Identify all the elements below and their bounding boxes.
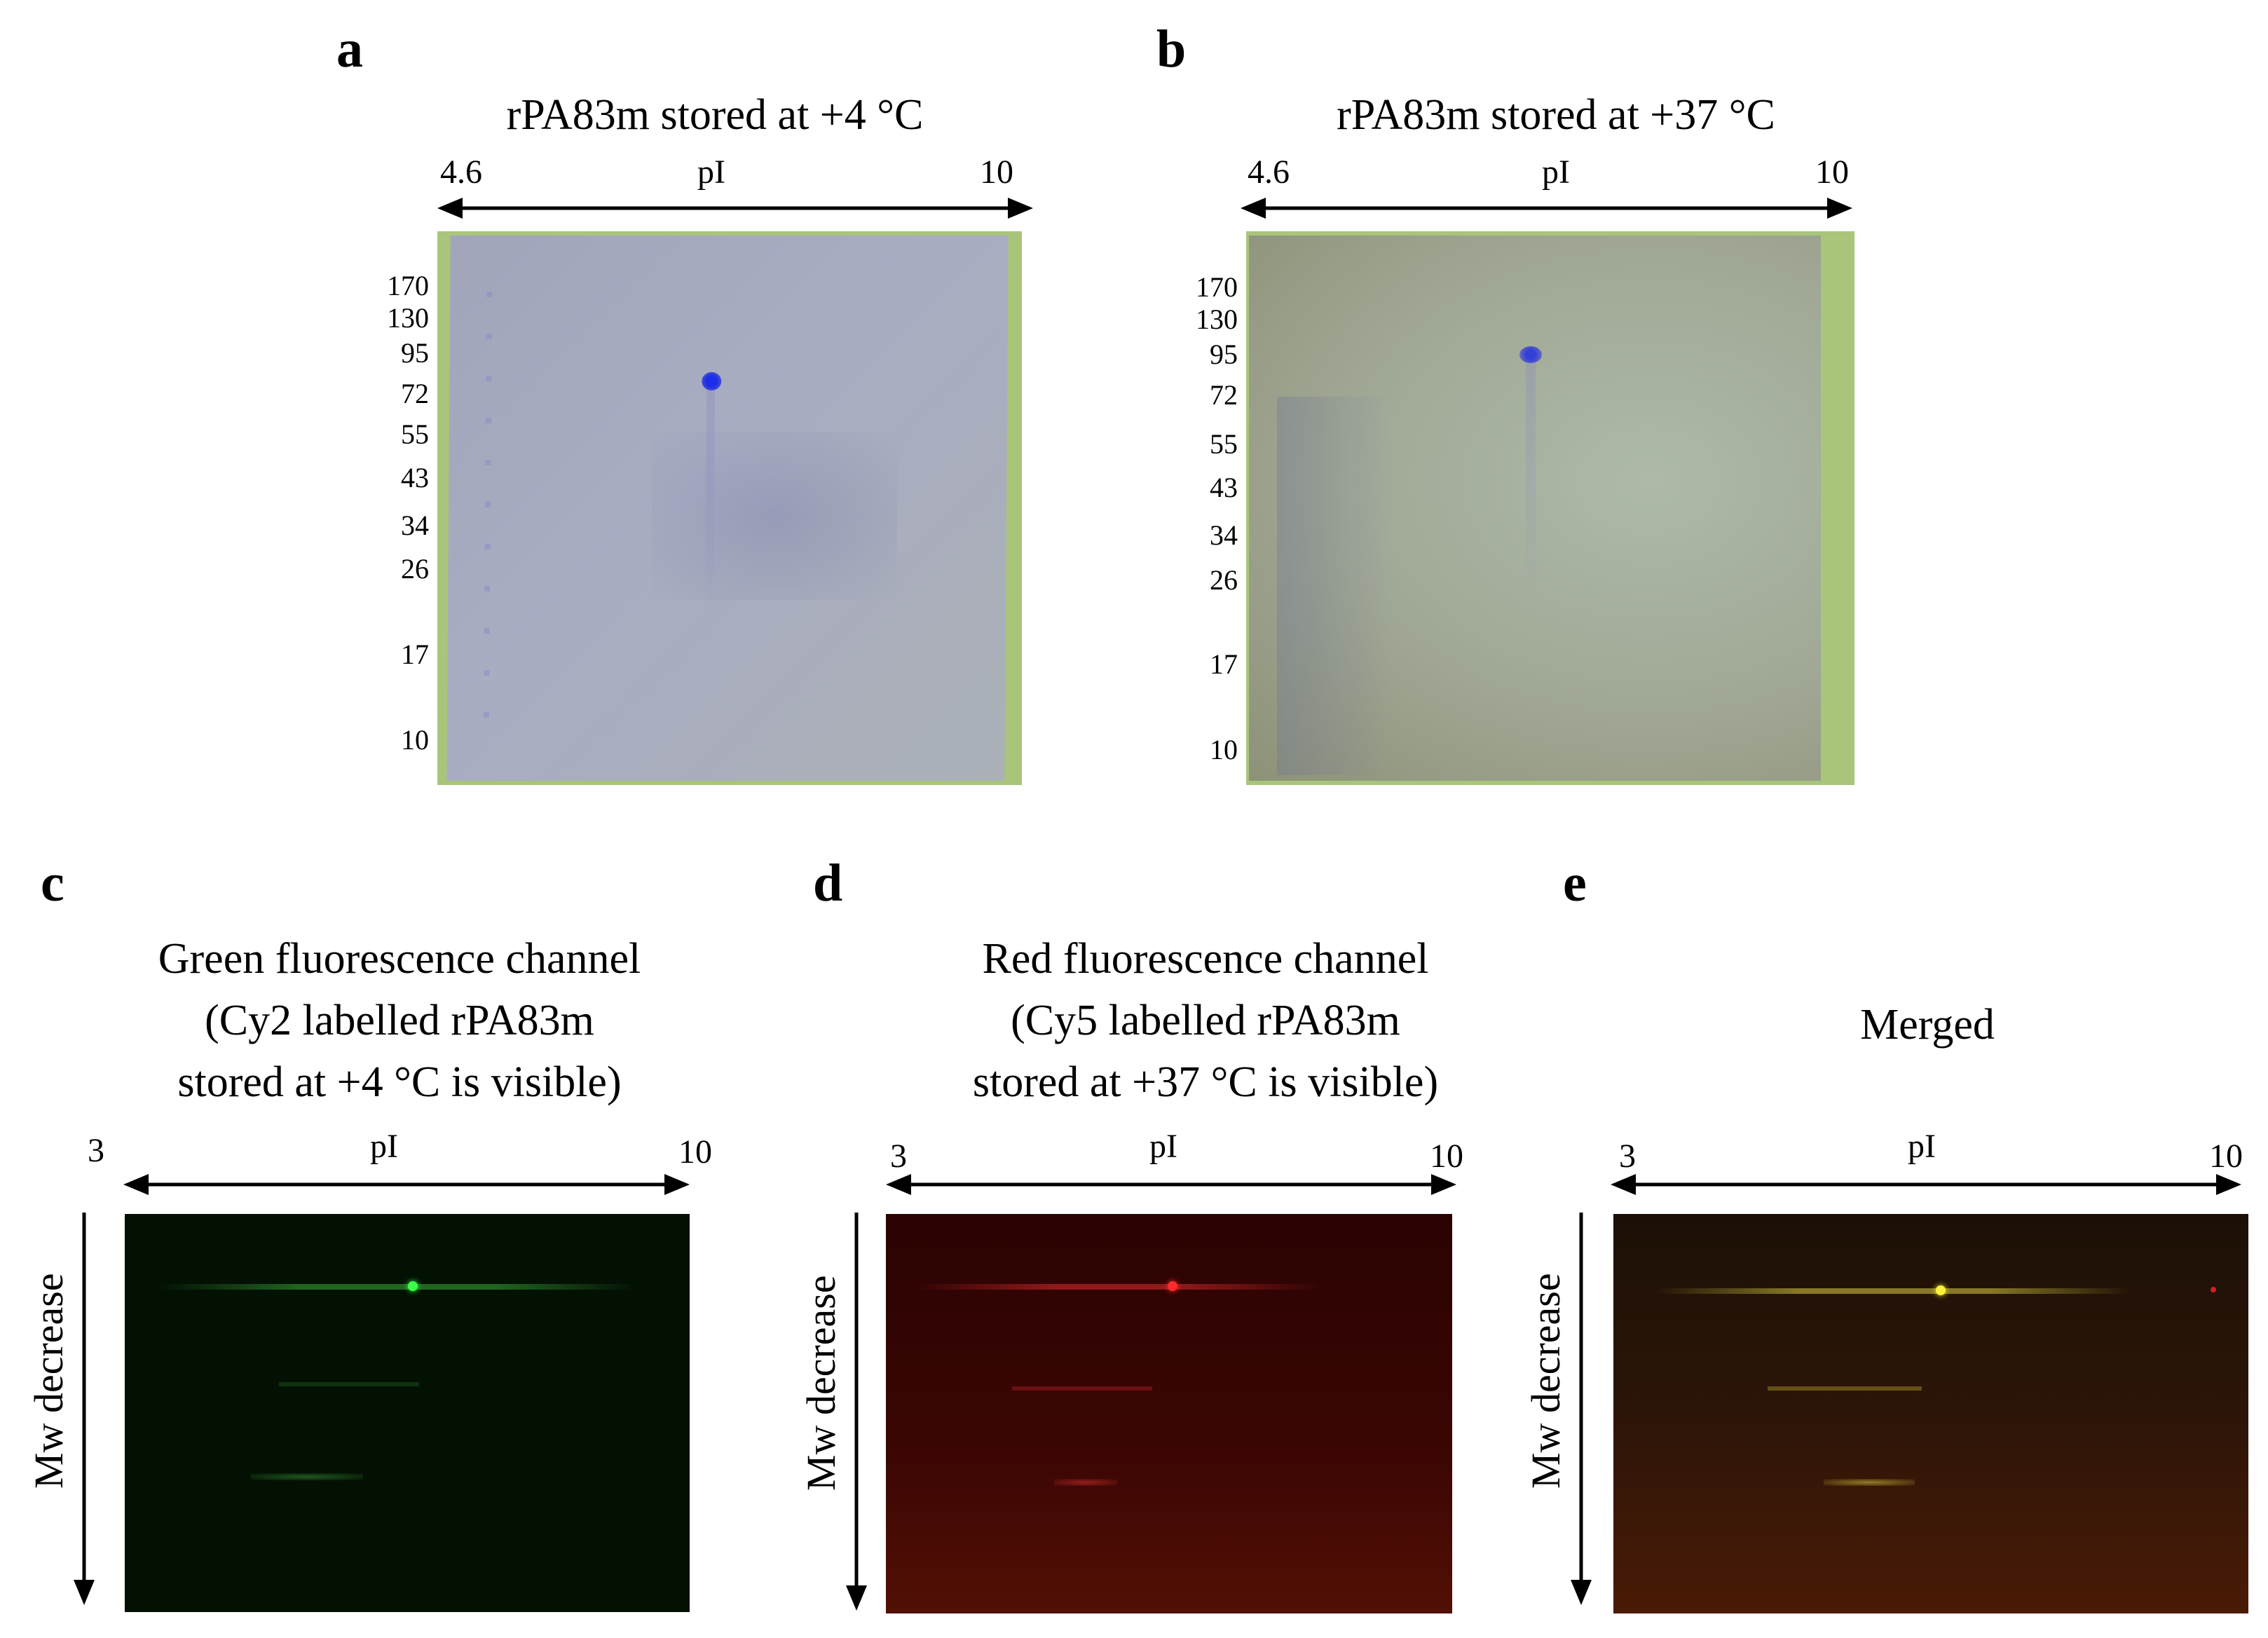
panel-b-title: rPA83m stored at +37 °C <box>1337 91 1775 139</box>
panel-e-pi-min: 3 <box>1619 1138 1636 1175</box>
panel-e-fluorescence-image <box>1613 1214 2248 1613</box>
panel-b-mw-43: 43 <box>1210 472 1238 503</box>
panel-c-title-line-1: Green fluorescence channel <box>158 935 641 983</box>
panel-b-mw-26: 26 <box>1210 564 1238 596</box>
panel-a-letter: a <box>336 20 363 79</box>
panel-c-pi-min: 3 <box>88 1132 104 1169</box>
panel-a-pi-label: pI <box>697 153 725 191</box>
panel-d-pi-label: pI <box>1149 1128 1177 1165</box>
panel-e-letter: e <box>1563 854 1587 913</box>
panel-c-title-line-2: (Cy2 labelled rPA83m <box>205 997 594 1045</box>
panel-c-letter: c <box>41 854 64 913</box>
panel-b-mw-55: 55 <box>1210 428 1238 460</box>
panel-a-mw-170: 170 <box>387 270 429 301</box>
panel-a-mw-43: 43 <box>401 462 429 493</box>
panel-e-mw-label: Mw decrease <box>1523 1273 1569 1489</box>
panel-b-mw-95: 95 <box>1210 339 1238 370</box>
panel-a-mw-17: 17 <box>401 639 429 670</box>
panel-d-fluorescence-image <box>886 1214 1452 1613</box>
panel-a-mw-55: 55 <box>401 418 429 450</box>
panel-b-mw-17: 17 <box>1210 648 1238 680</box>
panel-c-title-line-3: stored at +4 °C is visible) <box>177 1058 622 1107</box>
panel-b-pi-max: 10 <box>1815 153 1849 191</box>
panel-b-mw-34: 34 <box>1210 519 1238 551</box>
panel-a-protein-spot <box>702 372 722 390</box>
panel-e-pi-label: pI <box>1908 1128 1936 1165</box>
panel-c-pi-label: pI <box>370 1128 398 1165</box>
panel-b-mw-10: 10 <box>1210 734 1238 765</box>
panel-a-mw-34: 34 <box>401 510 429 541</box>
panel-b-letter: b <box>1156 20 1187 79</box>
panel-e-title: Merged <box>1860 1001 1995 1049</box>
panel-d-title: Red fluorescence channel (Cy5 labelled r… <box>904 928 1507 1113</box>
panel-a-mw-72: 72 <box>401 378 429 409</box>
panel-c-pi-max: 10 <box>678 1133 712 1171</box>
panel-b-pi-label: pI <box>1542 153 1570 191</box>
panel-d-title-line-3: stored at +37 °C is visible) <box>972 1058 1439 1107</box>
panel-a-mw-10: 10 <box>401 724 429 756</box>
panel-d-title-line-2: (Cy5 labelled rPA83m <box>1011 997 1400 1045</box>
panel-b-mw-72: 72 <box>1210 379 1238 411</box>
panel-a-pi-min: 4.6 <box>440 153 482 191</box>
panel-a-mw-26: 26 <box>401 553 429 585</box>
panel-b-mw-130: 130 <box>1196 303 1238 335</box>
panel-d-pi-min: 3 <box>890 1138 907 1175</box>
panel-c-title: Green fluorescence channel (Cy2 labelled… <box>98 928 701 1113</box>
panel-e-yellow-spot <box>1936 1285 1946 1295</box>
panel-a-title: rPA83m stored at +4 °C <box>506 91 924 139</box>
panel-a-mw-95: 95 <box>401 337 429 369</box>
panel-d-title-line-1: Red fluorescence channel <box>982 935 1429 983</box>
panel-b-mw-170: 170 <box>1196 271 1238 303</box>
panel-d-pi-max: 10 <box>1430 1138 1463 1175</box>
panel-e-pi-max: 10 <box>2209 1138 2243 1175</box>
panel-b-gel-image <box>1246 231 1854 785</box>
panel-b-protein-spot <box>1519 346 1542 363</box>
panel-c-green-spot <box>408 1281 418 1291</box>
panel-a-gel-image <box>437 231 1022 785</box>
panel-d-red-spot <box>1168 1281 1177 1291</box>
panel-b-pi-min: 4.6 <box>1248 153 1290 191</box>
panel-d-letter: d <box>813 854 843 913</box>
panel-c-fluorescence-image <box>125 1214 690 1612</box>
panel-a-pi-max: 10 <box>980 153 1013 191</box>
panel-c-mw-label: Mw decrease <box>26 1273 71 1489</box>
panel-a-mw-130: 130 <box>387 302 429 334</box>
panel-d-mw-label: Mw decrease <box>798 1275 844 1491</box>
